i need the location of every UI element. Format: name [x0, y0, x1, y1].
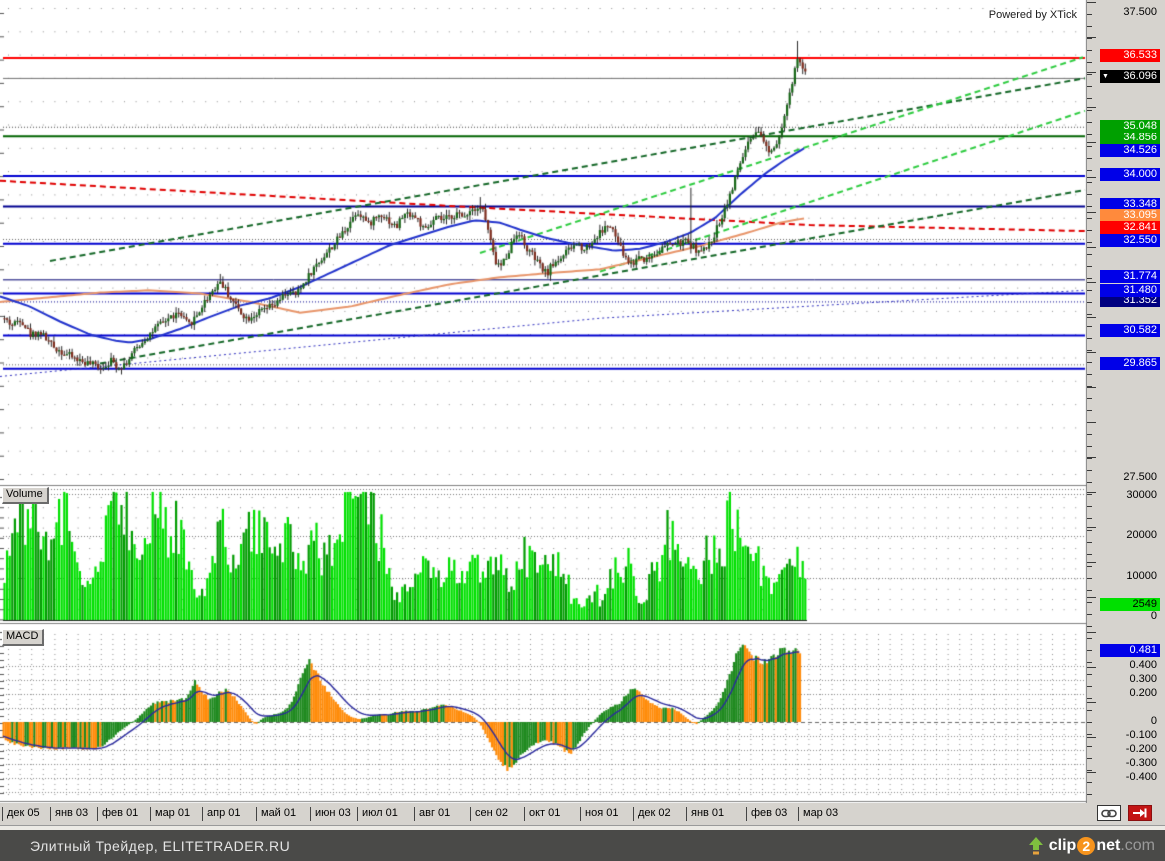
time-axis-label: дек 02 [633, 807, 671, 821]
status-text: Элитный Трейдер, ELITETRADER.RU [30, 837, 291, 854]
clip2net-clip: clip [1048, 836, 1077, 854]
volume-badge: 2549 [1100, 598, 1160, 611]
chart-canvas[interactable] [0, 0, 1087, 803]
clip2net-net: net [1096, 836, 1121, 854]
clip2net-com: .com [1120, 836, 1155, 854]
time-axis-label: мар 01 [150, 807, 190, 821]
time-axis-label: апр 01 [202, 807, 240, 821]
arrow-to-bar-icon [1133, 808, 1147, 818]
time-axis-label: янв 01 [686, 807, 724, 821]
price-badge: 33.348 [1100, 198, 1160, 211]
macd-scale-label: 0.200 [1129, 687, 1157, 699]
time-axis-label: фев 01 [97, 807, 138, 821]
price-badge: ▼ 36.096 [1100, 70, 1160, 83]
macd-scale-label: 0 [1150, 715, 1157, 727]
price-badge: 34.000 [1100, 168, 1160, 181]
time-axis-label: май 01 [256, 807, 296, 821]
current-price-marker-icon: ▼ [1102, 73, 1109, 80]
link-icon[interactable] [1097, 805, 1121, 821]
price-badge: 35.048 [1100, 120, 1160, 133]
price-scale-label: 37.500 [1123, 6, 1157, 18]
time-axis-label: сен 02 [470, 807, 508, 821]
price-badge: 34.856 [1100, 131, 1160, 144]
time-axis-label: дек 05 [2, 807, 40, 821]
clip2net-watermark: clip 2 net .com [1028, 836, 1155, 855]
volume-panel-label[interactable]: Volume [2, 487, 49, 504]
clip2net-two: 2 [1077, 836, 1096, 855]
time-axis-label: мар 03 [798, 807, 838, 821]
time-axis: дек 05 янв 03 фев 01 мар 01 апр 01 май 01 июн … [0, 803, 1165, 826]
volume-scale-label: 30000 [1126, 489, 1157, 501]
price-badge: 34.526 [1100, 144, 1160, 157]
price-axis-column: 34.856 31.352 36.533 ▼ 36.096 35.048 34.526 34.… [1087, 0, 1165, 825]
time-axis-label: ноя 01 [580, 807, 618, 821]
time-axis-label: фев 03 [746, 807, 787, 821]
powered-by-watermark: Powered by XTick [988, 9, 1077, 21]
price-badge: 32.550 [1100, 234, 1160, 247]
time-axis-label: окт 01 [524, 807, 560, 821]
macd-scale-label: -0.200 [1125, 743, 1157, 755]
macd-badge: 0.481 [1100, 644, 1160, 657]
price-badge: 33.095 [1100, 209, 1160, 222]
price-badge: 29.865 [1100, 357, 1160, 370]
price-badge: 31.352 [1100, 294, 1160, 307]
volume-scale-label: 10000 [1126, 570, 1157, 582]
macd-scale-label: -0.100 [1125, 729, 1157, 741]
price-badge: 36.533 [1100, 49, 1160, 62]
macd-scale-label: 0.400 [1129, 659, 1157, 671]
macd-scale-label: 0.300 [1129, 673, 1157, 685]
volume-scale-label: 20000 [1126, 529, 1157, 541]
price-badge: 32.841 [1100, 221, 1160, 234]
price-scale-label: 27.500 [1123, 471, 1157, 483]
upload-arrow-icon [1028, 836, 1043, 854]
footer-gap [0, 826, 1165, 830]
jump-to-latest-icon[interactable] [1128, 805, 1152, 821]
price-badge: 31.774 [1100, 270, 1160, 283]
chain-link-icon [1101, 809, 1117, 817]
status-bar: Элитный Трейдер, ELITETRADER.RU clip 2 net… [0, 830, 1165, 861]
macd-panel-label[interactable]: MACD [2, 629, 45, 646]
time-axis-label: авг 01 [414, 807, 450, 821]
volume-scale-label: 0 [1150, 610, 1157, 622]
time-axis-label: июл 01 [357, 807, 398, 821]
price-badge: 30.582 [1100, 324, 1160, 337]
macd-scale-label: -0.300 [1125, 757, 1157, 769]
macd-scale-label: -0.400 [1125, 771, 1157, 783]
time-axis-label: янв 03 [50, 807, 88, 821]
price-badge: 31.480 [1100, 284, 1160, 297]
time-axis-label: июн 03 [310, 807, 351, 821]
